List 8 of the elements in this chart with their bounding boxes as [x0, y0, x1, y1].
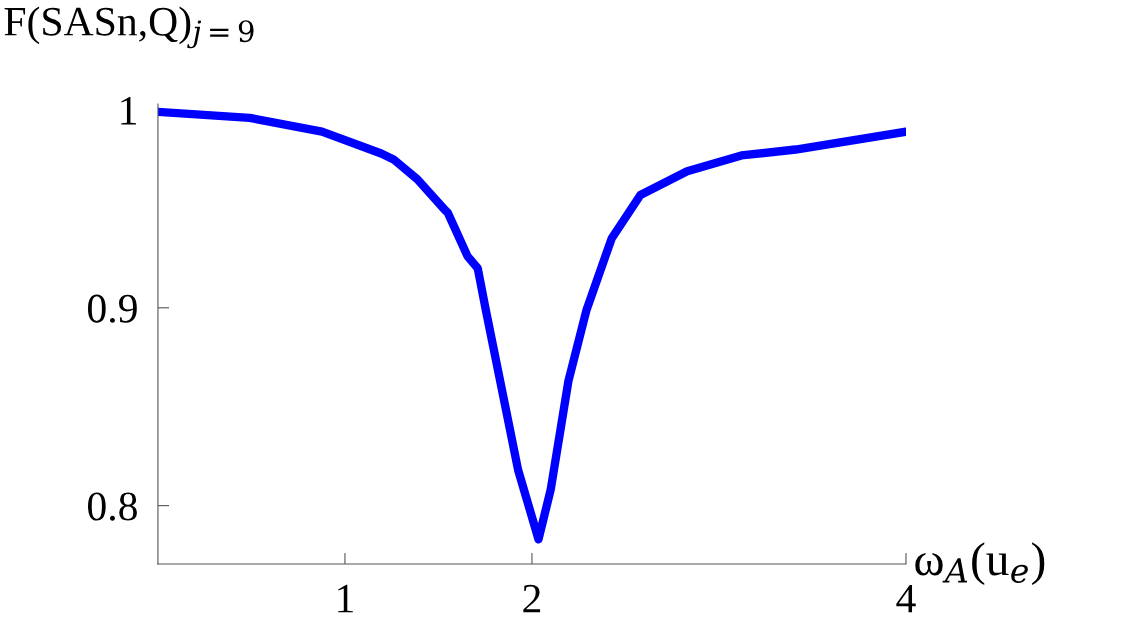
x-axis-title: ω$_{A}$(u$_{e}$) — [915, 542, 1045, 586]
x-tick-label: 4 — [896, 584, 916, 613]
y-tick-label: 1 — [121, 96, 137, 125]
y-tick-label: 0.8 — [88, 492, 137, 521]
y-tick-label: 0.9 — [88, 294, 137, 323]
y-axis-title: F(SASn,Q)$_{j=9}$ — [4, 6, 254, 49]
x-tick-label: 1 — [338, 584, 353, 613]
x-tick-label: 2 — [523, 584, 541, 613]
